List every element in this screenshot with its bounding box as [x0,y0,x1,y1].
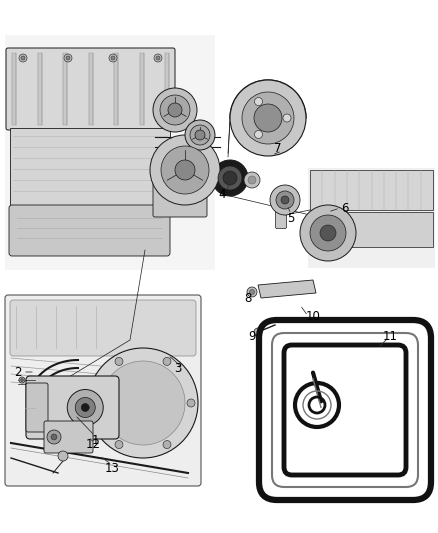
FancyBboxPatch shape [10,300,196,356]
Bar [63,53,67,125]
Circle shape [168,103,182,117]
Bar [38,53,42,125]
Text: 9: 9 [248,329,256,343]
Text: 5: 5 [287,212,295,224]
Text: 2: 2 [14,366,22,378]
Text: 4: 4 [218,189,226,201]
Circle shape [218,166,242,190]
Bar [12,53,16,125]
FancyBboxPatch shape [5,295,201,486]
Circle shape [81,403,89,411]
Circle shape [115,441,123,449]
FancyBboxPatch shape [9,205,170,256]
Text: 10: 10 [306,310,321,322]
Circle shape [160,95,190,125]
Circle shape [212,160,248,196]
Circle shape [310,215,346,251]
Bar [310,170,433,210]
Text: 6: 6 [341,201,349,214]
FancyBboxPatch shape [6,48,175,130]
Circle shape [223,171,237,185]
Circle shape [283,114,291,122]
Circle shape [115,358,123,366]
Text: 3: 3 [174,361,182,375]
Circle shape [254,98,262,106]
Circle shape [185,120,215,150]
Circle shape [248,176,256,184]
Circle shape [247,287,257,297]
Circle shape [254,131,262,139]
FancyBboxPatch shape [26,383,48,432]
Circle shape [187,399,195,407]
Circle shape [195,130,205,140]
Circle shape [250,289,254,295]
Circle shape [109,54,117,62]
Circle shape [66,56,70,60]
Circle shape [230,80,306,156]
Circle shape [88,348,198,458]
Circle shape [153,88,197,132]
Circle shape [317,207,327,217]
Circle shape [150,135,220,205]
Circle shape [111,56,115,60]
Circle shape [300,205,356,261]
Circle shape [276,191,294,209]
Circle shape [254,104,282,132]
Circle shape [58,451,68,461]
Circle shape [75,398,95,417]
Circle shape [67,390,103,425]
Circle shape [270,185,300,215]
Text: 11: 11 [382,329,398,343]
Text: 7: 7 [274,141,282,155]
Circle shape [163,358,171,366]
Circle shape [51,434,57,440]
Circle shape [47,430,61,444]
Circle shape [190,125,210,145]
Text: 1: 1 [91,433,99,447]
Circle shape [101,361,185,445]
Text: 12: 12 [85,439,100,451]
Bar [308,168,435,268]
Bar [114,53,118,125]
Circle shape [156,56,160,60]
Circle shape [281,196,289,204]
Text: 13: 13 [105,462,120,474]
Circle shape [64,54,72,62]
Circle shape [254,328,262,336]
Circle shape [175,160,195,180]
Bar [5,35,215,270]
FancyBboxPatch shape [153,158,207,217]
Bar [165,53,169,125]
FancyBboxPatch shape [26,376,119,439]
Bar [10,128,170,208]
Bar [139,53,144,125]
FancyBboxPatch shape [276,193,286,229]
Bar [88,53,92,125]
Circle shape [161,146,209,194]
Circle shape [244,172,260,188]
Polygon shape [258,280,316,298]
Circle shape [19,54,27,62]
FancyBboxPatch shape [44,421,93,453]
Circle shape [21,56,25,60]
Circle shape [163,441,171,449]
Circle shape [19,377,25,383]
Circle shape [21,378,24,382]
Text: 8: 8 [244,292,252,304]
Circle shape [320,225,336,241]
Bar [310,212,433,247]
Circle shape [154,54,162,62]
Circle shape [242,92,294,144]
Circle shape [91,399,99,407]
